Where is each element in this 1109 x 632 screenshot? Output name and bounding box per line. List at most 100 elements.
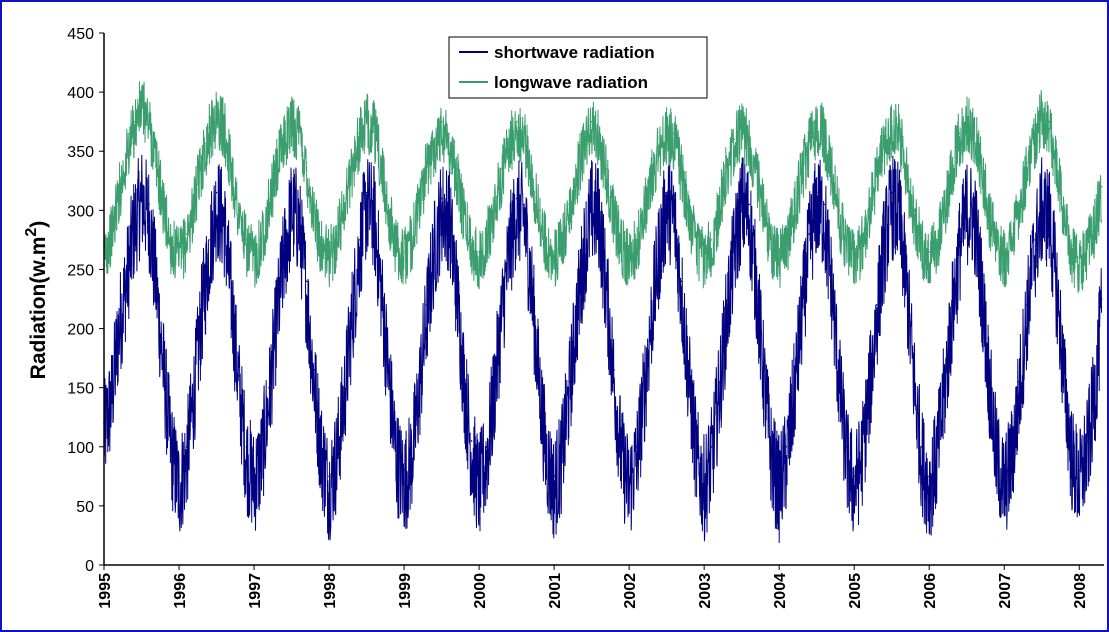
longwave-point bbox=[448, 132, 450, 135]
longwave-point bbox=[710, 239, 713, 241]
longwave-point bbox=[605, 168, 608, 170]
longwave-point bbox=[815, 120, 818, 123]
y-tick-label: 0 bbox=[85, 558, 94, 575]
x-tick-label: 2001 bbox=[547, 573, 564, 609]
longwave-point bbox=[358, 132, 360, 135]
shortwave-point bbox=[365, 191, 368, 194]
shortwave-point bbox=[995, 446, 998, 448]
longwave-point bbox=[920, 239, 923, 241]
shortwave-point bbox=[500, 304, 503, 306]
shortwave-point bbox=[575, 304, 578, 306]
x-tick-label: 2007 bbox=[997, 573, 1014, 609]
longwave-point bbox=[395, 239, 398, 241]
longwave-point bbox=[680, 168, 683, 170]
shortwave-point bbox=[478, 475, 480, 478]
shortwave-point bbox=[695, 446, 698, 448]
shortwave-point bbox=[778, 475, 780, 478]
longwave-point bbox=[808, 138, 810, 141]
shortwave-point bbox=[950, 304, 953, 306]
longwave-point bbox=[470, 239, 473, 241]
shortwave-point bbox=[523, 203, 525, 206]
longwave-point bbox=[943, 203, 945, 206]
longwave-point bbox=[583, 138, 585, 141]
longwave-point bbox=[320, 239, 323, 241]
y-tick-label: 450 bbox=[67, 26, 94, 43]
shortwave-point bbox=[298, 209, 300, 212]
shortwave-point bbox=[688, 369, 690, 371]
longwave-point bbox=[350, 162, 353, 164]
longwave-point bbox=[275, 162, 278, 164]
longwave-point bbox=[1025, 162, 1028, 164]
shortwave-point bbox=[178, 475, 180, 478]
longwave-point bbox=[140, 97, 143, 99]
longwave-point bbox=[973, 126, 975, 129]
longwave-point bbox=[1055, 162, 1058, 164]
shortwave-point bbox=[350, 310, 353, 312]
y-tick-label: 200 bbox=[67, 322, 94, 339]
shortwave-point bbox=[943, 381, 945, 383]
longwave-point bbox=[538, 209, 540, 212]
y-tick-label: 50 bbox=[76, 499, 94, 516]
shortwave-point bbox=[463, 369, 465, 371]
shortwave-point bbox=[785, 446, 788, 448]
longwave-point bbox=[778, 250, 780, 253]
longwave-point bbox=[785, 239, 788, 241]
shortwave-point bbox=[410, 446, 413, 448]
shortwave-point bbox=[845, 446, 848, 448]
shortwave-point bbox=[320, 440, 323, 442]
shortwave-point bbox=[605, 280, 608, 283]
y-axis-title-main: Radiation(w.m bbox=[27, 237, 50, 380]
shortwave-point bbox=[958, 239, 960, 241]
shortwave-point bbox=[1003, 475, 1005, 478]
shortwave-point bbox=[868, 381, 870, 383]
longwave-point bbox=[658, 144, 660, 147]
shortwave-point bbox=[635, 446, 638, 448]
shortwave-point bbox=[628, 475, 630, 478]
shortwave-point bbox=[988, 369, 990, 371]
shortwave-point bbox=[230, 286, 233, 289]
longwave-point bbox=[380, 162, 383, 164]
shortwave-point bbox=[905, 274, 908, 277]
longwave-point bbox=[440, 120, 443, 123]
longwave-point bbox=[290, 115, 293, 117]
shortwave-point bbox=[538, 369, 540, 371]
shortwave-point bbox=[515, 197, 518, 200]
shortwave-point bbox=[343, 386, 345, 389]
shortwave-point bbox=[440, 197, 443, 200]
y-tick-label: 300 bbox=[67, 203, 94, 220]
longwave-point bbox=[523, 132, 525, 135]
longwave-point bbox=[898, 126, 900, 129]
shortwave-point bbox=[590, 197, 593, 200]
longwave-point bbox=[418, 197, 420, 200]
shortwave-point bbox=[800, 304, 803, 306]
shortwave-point bbox=[425, 304, 428, 306]
shortwave-point bbox=[838, 369, 840, 371]
longwave-point bbox=[118, 185, 120, 188]
longwave-point bbox=[620, 239, 623, 241]
longwave-point bbox=[860, 239, 863, 241]
longwave-point bbox=[365, 115, 368, 117]
longwave-point bbox=[268, 197, 270, 200]
longwave-point bbox=[1085, 245, 1088, 247]
longwave-point bbox=[830, 168, 833, 170]
longwave-point bbox=[260, 233, 263, 235]
longwave-point bbox=[343, 197, 345, 200]
shortwave-point bbox=[650, 304, 653, 306]
longwave-point bbox=[455, 168, 458, 170]
longwave-point bbox=[560, 239, 563, 241]
longwave-point bbox=[208, 126, 210, 129]
shortwave-point bbox=[560, 446, 563, 448]
x-tick-label: 2003 bbox=[697, 573, 714, 609]
longwave-point bbox=[823, 126, 825, 129]
shortwave-point bbox=[643, 381, 645, 383]
longwave-point bbox=[980, 162, 983, 164]
longwave-point bbox=[628, 250, 630, 253]
shortwave-point bbox=[898, 203, 900, 206]
shortwave-point bbox=[980, 274, 983, 277]
longwave-point bbox=[305, 162, 308, 164]
shortwave-point bbox=[913, 369, 915, 371]
longwave-point bbox=[1048, 120, 1050, 123]
shortwave-point bbox=[733, 239, 735, 241]
longwave-point bbox=[1010, 233, 1013, 235]
shortwave-point bbox=[568, 381, 570, 383]
